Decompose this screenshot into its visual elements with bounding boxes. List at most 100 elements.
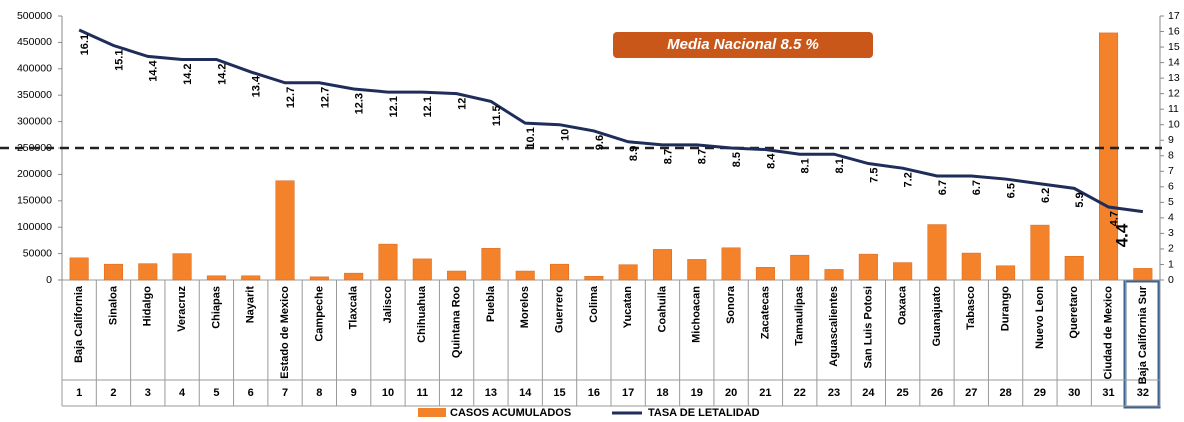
rank-label: 8 [316, 387, 322, 399]
x-tick-label: San Luis Potosi [862, 286, 874, 369]
rank-label: 20 [725, 387, 737, 399]
rank-label: 15 [553, 387, 565, 399]
x-tick-label: Chihuahua [416, 285, 428, 343]
data-label: 14.4 [148, 60, 160, 82]
x-tick-label: Aguascalientes [828, 286, 840, 367]
rank-label: 19 [691, 387, 703, 399]
data-label: 4.7 [1108, 211, 1120, 226]
x-tick-label: Nuevo Leon [1034, 286, 1046, 349]
x-tick-label: Sinaloa [107, 285, 119, 325]
bar [515, 270, 535, 281]
x-tick-label: Yucatan [622, 286, 634, 328]
x-tick-label: Jalisco [382, 286, 394, 324]
data-label: 7.2 [903, 172, 915, 187]
bar [309, 276, 329, 281]
legend-label: CASOS ACUMULADOS [450, 407, 571, 419]
data-label: 8.1 [800, 158, 812, 173]
y2-tick-label: 12 [1168, 87, 1180, 99]
data-label: 8.7 [697, 149, 709, 164]
rank-label: 11 [416, 387, 428, 399]
bar [652, 249, 672, 281]
x-tick-label: Campeche [313, 286, 325, 342]
y2-tick-label: 10 [1168, 118, 1180, 130]
rank-label: 27 [965, 387, 977, 399]
bar [618, 264, 638, 281]
bar [824, 269, 844, 281]
rank-label: 31 [1102, 387, 1114, 399]
data-label: 10.1 [525, 127, 537, 148]
y-tick-label: 50000 [23, 247, 52, 259]
legend-swatch [418, 408, 446, 417]
data-label: 12.1 [422, 96, 434, 117]
x-tick-label: Colima [588, 285, 600, 323]
y2-tick-label: 7 [1168, 165, 1174, 177]
rank-label: 1 [76, 387, 82, 399]
data-label: 6.5 [1006, 183, 1018, 198]
x-tick-label: Veracruz [176, 286, 188, 332]
data-label: 6.7 [937, 180, 949, 195]
rank-label: 17 [622, 387, 634, 399]
bar [755, 267, 775, 281]
x-tick-label: Estado de Mexico [279, 286, 291, 379]
y2-tick-label: 9 [1168, 134, 1174, 146]
y2-tick-label: 11 [1168, 103, 1179, 115]
rank-label: 10 [382, 387, 394, 399]
y2-tick-label: 13 [1168, 72, 1180, 84]
data-label: 12.3 [354, 93, 366, 114]
y-tick-label: 400000 [17, 63, 52, 75]
rank-label: 30 [1068, 387, 1080, 399]
bar [584, 276, 604, 281]
y-tick-label: 300000 [17, 115, 52, 127]
rank-label: 3 [145, 387, 151, 399]
highlight-box [1123, 279, 1161, 409]
x-tick-label: Sonora [725, 285, 737, 324]
x-tick-label: Guerrero [553, 286, 565, 333]
bar [1099, 32, 1119, 281]
y2-tick-label: 2 [1168, 243, 1174, 255]
rank-label: 5 [213, 387, 219, 399]
rank-label: 23 [828, 387, 840, 399]
data-label: 8.7 [662, 149, 674, 164]
bar [927, 224, 947, 281]
y-tick-label: 150000 [17, 195, 52, 207]
rank-label: 21 [759, 387, 771, 399]
rank-label: 32 [1137, 387, 1149, 399]
x-tick-label: Chiapas [210, 286, 222, 329]
rank-label: 14 [519, 387, 532, 399]
x-tick-label: Ciudad de Mexico [1102, 286, 1114, 380]
data-label: 9.6 [594, 135, 606, 150]
bar [1064, 255, 1084, 281]
rank-label: 24 [862, 387, 875, 399]
bar [996, 265, 1016, 281]
data-label: 12 [457, 98, 469, 110]
bar [481, 248, 501, 281]
rank-label: 18 [656, 387, 668, 399]
data-label: 12.1 [388, 96, 400, 117]
rank-label: 9 [351, 387, 357, 399]
annotation: Media Nacional 8.5 % [667, 36, 819, 53]
data-label: 15.1 [113, 50, 125, 71]
x-tick-label: Guanajuato [931, 286, 943, 347]
rank-label: 25 [897, 387, 909, 399]
rank-label: 13 [485, 387, 497, 399]
data-label: 16.1 [79, 34, 91, 55]
y2-tick-label: 5 [1168, 196, 1174, 208]
y-tick-label: 200000 [17, 168, 52, 180]
y-tick-label: 100000 [17, 221, 52, 233]
y2-tick-label: 16 [1168, 25, 1180, 37]
data-label: 8.9 [628, 146, 640, 161]
x-tick-label: Hidalgo [142, 286, 154, 327]
bar [275, 180, 295, 281]
rank-label: 29 [1034, 387, 1046, 399]
bar [1133, 268, 1153, 281]
y2-tick-label: 1 [1168, 258, 1174, 270]
x-tick-label: Baja California [73, 285, 85, 363]
bar [687, 259, 707, 281]
bar [1030, 224, 1050, 281]
rank-label: 6 [248, 387, 254, 399]
annotation-box [613, 32, 873, 58]
rank-label: 12 [450, 387, 462, 399]
y2-tick-label: 17 [1168, 10, 1180, 22]
data-label: 4.4 [1112, 223, 1131, 247]
